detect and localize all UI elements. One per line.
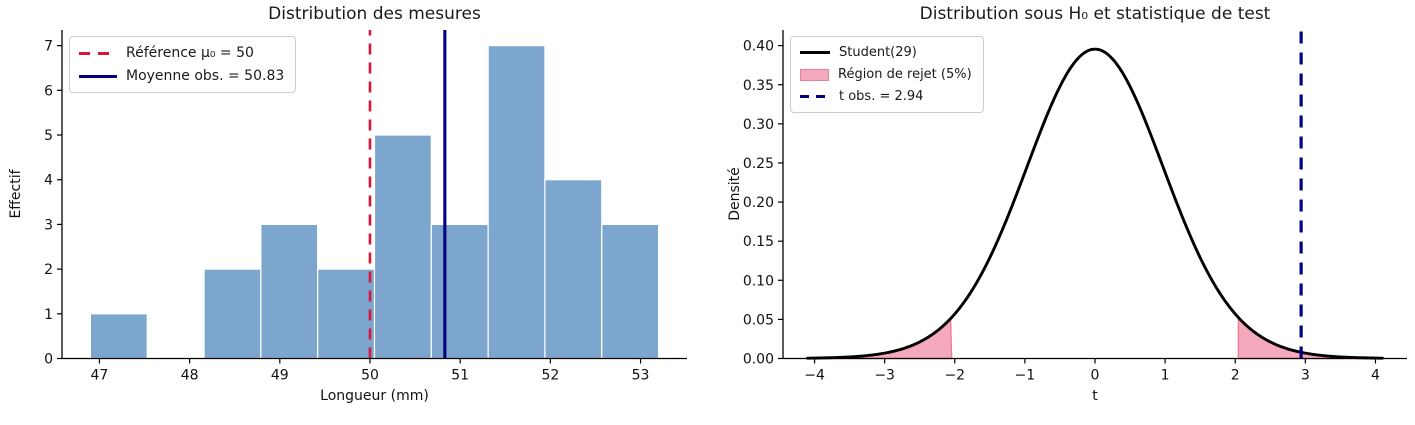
dist-x-tick-label: 2 [1231, 368, 1240, 384]
histogram-bar [89, 313, 148, 360]
histogram-bar [544, 179, 603, 360]
histogram-legend: Référence μ₀ = 50 Moyenne obs. = 50.83 [69, 36, 297, 93]
dist-y-tick-label: 0.10 [743, 273, 774, 289]
dist-y-tick-label: 0.00 [743, 352, 774, 368]
dist-x-tick-label: −4 [804, 368, 825, 384]
density-xlabel: t [1092, 388, 1098, 404]
density-legend: Student(29) Région de rejet (5%) t obs. … [790, 36, 984, 113]
hist-y-tick-label: 1 [44, 307, 53, 323]
dist-x-tick-label: −1 [1015, 368, 1036, 384]
legend-item-rejection: Région de rejet (5%) [800, 67, 972, 82]
dist-y-tick-label: 0.15 [743, 234, 774, 250]
dist-x-tick-label: −3 [874, 368, 895, 384]
hist-x-tick-label: 48 [181, 368, 199, 384]
histogram-bar [601, 223, 660, 360]
hist-x-tick-label: 52 [541, 368, 559, 384]
histogram-bar [430, 223, 489, 360]
histogram-title: Distribution des mesures [268, 4, 481, 24]
student-curve-sample [800, 51, 830, 54]
hist-x-tick-label: 49 [271, 368, 289, 384]
density-ylabel: Densité [727, 167, 743, 221]
hist-x-tick-label: 53 [632, 368, 650, 384]
dist-x-tick-label: 1 [1161, 368, 1170, 384]
dist-y-tick-label: 0.25 [743, 156, 774, 172]
legend-item-mean: Moyenne obs. = 50.83 [79, 68, 284, 84]
hist-y-tick-label: 5 [44, 128, 53, 144]
legend-label-student: Student(29) [839, 45, 917, 60]
histogram-bar [373, 134, 432, 360]
hist-y-tick-label: 2 [44, 262, 53, 278]
density-title: Distribution sous H₀ et statistique de t… [919, 4, 1271, 24]
hist-x-tick-label: 47 [91, 368, 109, 384]
dist-x-tick-label: 0 [1091, 368, 1100, 384]
legend-item-reference: Référence μ₀ = 50 [79, 45, 284, 61]
hist-y-tick-label: 4 [44, 173, 53, 189]
dist-x-tick-label: 3 [1301, 368, 1310, 384]
dist-y-tick-label: 0.30 [743, 117, 774, 133]
hist-x-tick-label: 50 [361, 368, 379, 384]
hist-y-tick-label: 6 [44, 83, 53, 99]
student-density-curve [806, 47, 1384, 360]
mean-solid-line-sample [79, 74, 117, 78]
dist-y-tick-label: 0.05 [743, 312, 774, 328]
histogram-bar [203, 268, 262, 360]
dist-x-tick-label: 4 [1371, 368, 1380, 384]
hist-y-tick-label: 3 [44, 217, 53, 233]
legend-item-tobs: t obs. = 2.94 [800, 89, 972, 104]
histogram-bar [317, 268, 376, 360]
rejection-region-right [1237, 315, 1383, 360]
dist-y-tick-label: 0.40 [743, 39, 774, 55]
dist-y-tick-label: 0.35 [743, 78, 774, 94]
histogram-xlabel: Longueur (mm) [320, 388, 429, 404]
legend-item-student: Student(29) [800, 45, 972, 60]
dist-y-tick-label: 0.20 [743, 195, 774, 211]
rejection-region-sample [800, 68, 829, 81]
histogram-ylabel: Effectif [8, 169, 24, 219]
hist-y-tick-label: 7 [44, 39, 53, 55]
hist-y-tick-label: 0 [44, 352, 53, 368]
t-observed-dashed-line-sample [800, 95, 830, 98]
legend-label-rejection: Région de rejet (5%) [838, 67, 972, 82]
dist-x-tick-label: −2 [944, 368, 965, 384]
hist-x-tick-label: 51 [451, 368, 469, 384]
reference-dashed-line-sample [79, 51, 117, 55]
histogram-bar [487, 45, 546, 360]
legend-label-reference: Référence μ₀ = 50 [126, 45, 254, 61]
legend-label-mean: Moyenne obs. = 50.83 [126, 68, 285, 84]
legend-label-tobs: t obs. = 2.94 [839, 89, 924, 104]
histogram-bar [260, 223, 319, 360]
